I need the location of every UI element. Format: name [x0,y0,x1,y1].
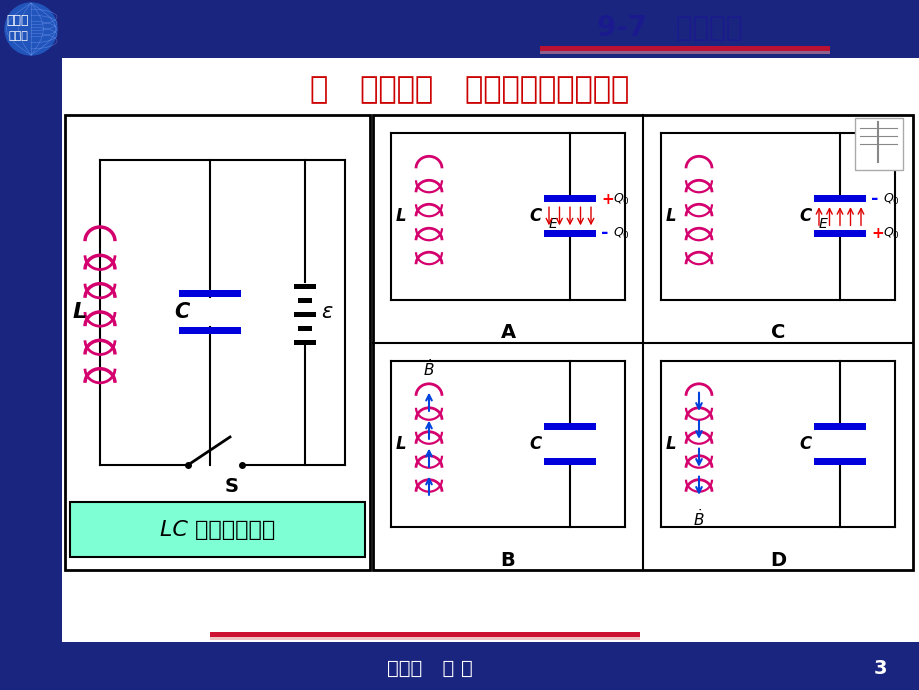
Text: +: + [870,226,883,241]
Bar [0,0,919,58]
Bar [372,115,912,570]
Text: -: - [600,224,607,242]
Bar [543,195,596,202]
Text: $Q_0$: $Q_0$ [882,192,899,207]
Bar [0,0,62,690]
Bar [854,118,902,170]
Text: C: C [174,302,189,322]
Bar [813,423,865,430]
Text: C: C [529,435,541,453]
Text: 物理学: 物理学 [6,14,29,26]
Bar [70,502,365,557]
Text: C: C [799,435,811,453]
Text: C: C [529,207,541,225]
Bar [210,637,640,640]
Text: C: C [799,207,811,225]
Text: A: A [500,323,515,342]
Text: 第九章   振 动: 第九章 振 动 [387,658,472,678]
Text: L: L [665,435,675,453]
Bar [0,642,919,690]
Bar [294,340,315,345]
Text: E: E [818,217,827,231]
Circle shape [5,3,57,55]
Text: L: L [73,302,87,322]
Bar [294,284,315,289]
Bar [65,115,369,570]
Text: LC 电磁振荡电路: LC 电磁振荡电路 [160,520,275,540]
Bar [543,230,596,237]
Bar [179,290,241,297]
Bar [179,327,241,334]
Bar [543,423,596,430]
Text: L: L [395,207,406,225]
Bar [298,326,312,331]
Bar [813,195,865,202]
Text: 一   振荡电路   无阻尼自由电磁振荡: 一 振荡电路 无阻尼自由电磁振荡 [310,75,629,104]
Text: C: C [770,323,784,342]
Text: -: - [870,190,878,208]
Text: $Q_0$: $Q_0$ [612,192,630,207]
Bar [539,46,829,51]
Bar [813,457,865,465]
Text: E: E [549,217,557,231]
Text: 9-7   电磁振荡: 9-7 电磁振荡 [596,14,742,42]
Bar [294,312,315,317]
Text: D: D [769,551,785,569]
Text: $\dot{B}$: $\dot{B}$ [423,358,435,379]
Bar [298,298,312,303]
Text: 3: 3 [872,658,886,678]
Bar [539,51,829,54]
Text: ε: ε [321,302,333,322]
Bar [543,457,596,465]
Text: L: L [665,207,675,225]
Text: $Q_0$: $Q_0$ [882,226,899,241]
Text: S: S [225,477,239,497]
Text: +: + [600,192,613,207]
Bar [813,230,865,237]
Text: 第五版: 第五版 [8,31,28,41]
Text: L: L [395,435,406,453]
Text: B: B [500,551,515,569]
Text: $Q_0$: $Q_0$ [612,226,630,241]
Text: $\dot{B}$: $\dot{B}$ [693,509,704,529]
Bar [210,632,640,637]
